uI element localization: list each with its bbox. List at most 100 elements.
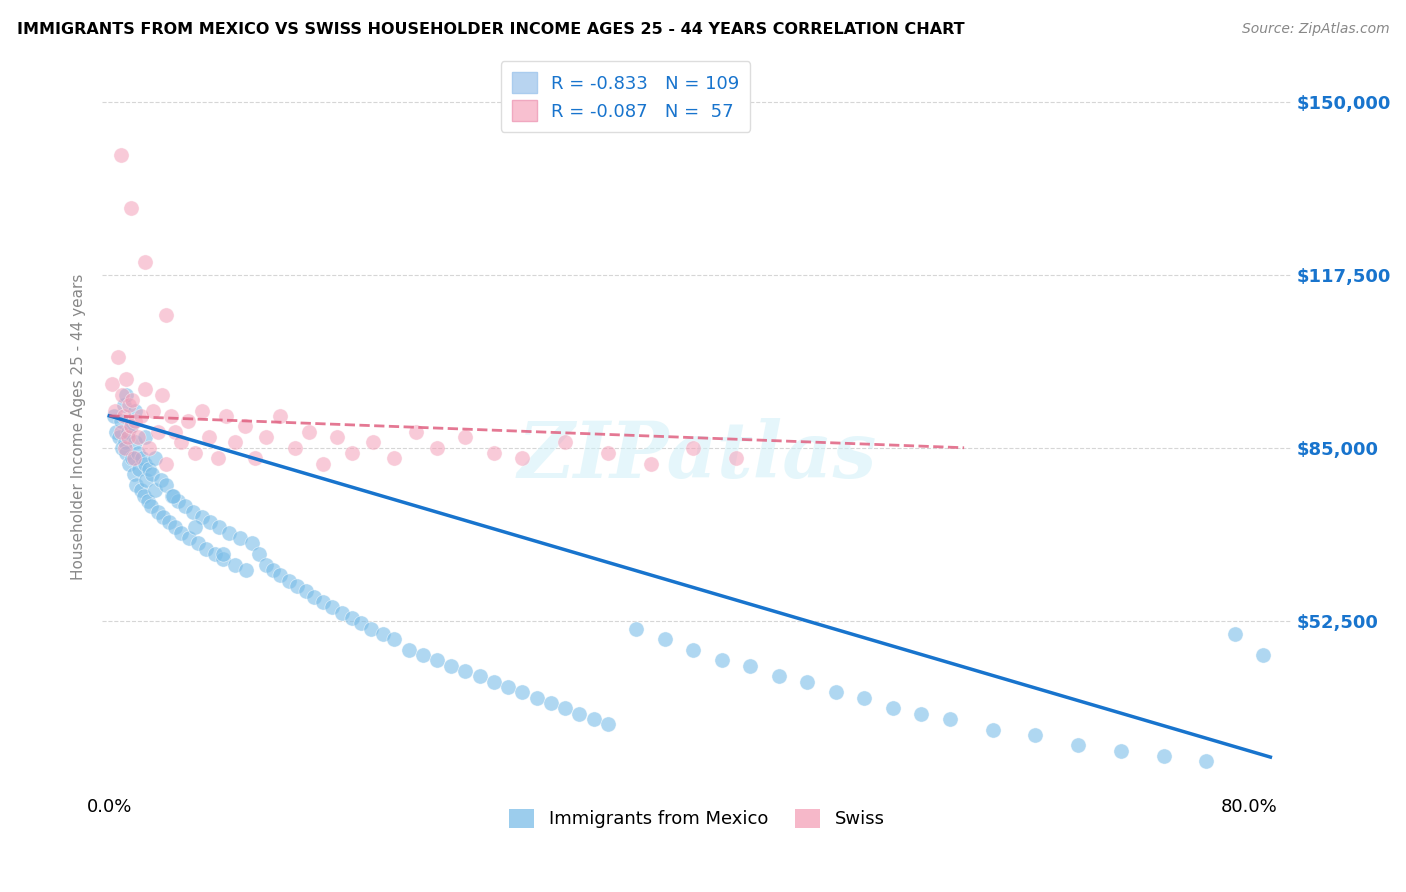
- Point: [124, 403, 146, 417]
- Point: [640, 457, 662, 471]
- Point: [162, 489, 184, 503]
- Point: [111, 441, 134, 455]
- Point: [207, 451, 229, 466]
- Point: [120, 419, 142, 434]
- Point: [254, 430, 277, 444]
- Point: [155, 478, 177, 492]
- Point: [1251, 648, 1274, 662]
- Point: [111, 387, 134, 401]
- Point: [981, 723, 1004, 737]
- Point: [118, 457, 141, 471]
- Point: [143, 483, 166, 498]
- Point: [198, 430, 221, 444]
- Point: [129, 409, 152, 423]
- Point: [195, 541, 218, 556]
- Point: [183, 504, 205, 518]
- Point: [155, 308, 177, 322]
- Point: [853, 690, 876, 705]
- Point: [468, 669, 491, 683]
- Point: [114, 441, 136, 455]
- Point: [740, 658, 762, 673]
- Point: [298, 425, 321, 439]
- Point: [312, 595, 335, 609]
- Point: [340, 446, 363, 460]
- Point: [120, 419, 142, 434]
- Point: [121, 392, 143, 407]
- Point: [124, 435, 146, 450]
- Point: [725, 451, 748, 466]
- Point: [262, 563, 284, 577]
- Point: [426, 653, 449, 667]
- Point: [134, 457, 156, 471]
- Point: [240, 536, 263, 550]
- Point: [208, 520, 231, 534]
- Point: [215, 409, 238, 423]
- Point: [454, 664, 477, 678]
- Point: [398, 642, 420, 657]
- Point: [1024, 728, 1046, 742]
- Point: [304, 590, 326, 604]
- Point: [910, 706, 932, 721]
- Point: [768, 669, 790, 683]
- Point: [121, 451, 143, 466]
- Point: [112, 409, 135, 423]
- Point: [512, 451, 534, 466]
- Point: [131, 451, 153, 466]
- Point: [243, 451, 266, 466]
- Point: [150, 387, 173, 401]
- Point: [596, 446, 619, 460]
- Point: [526, 690, 548, 705]
- Point: [141, 467, 163, 482]
- Point: [114, 435, 136, 450]
- Point: [229, 531, 252, 545]
- Point: [160, 489, 183, 503]
- Point: [512, 685, 534, 699]
- Point: [254, 558, 277, 572]
- Point: [212, 547, 235, 561]
- Point: [654, 632, 676, 647]
- Point: [191, 509, 214, 524]
- Point: [540, 696, 562, 710]
- Point: [107, 351, 129, 365]
- Text: Source: ZipAtlas.com: Source: ZipAtlas.com: [1241, 22, 1389, 37]
- Point: [330, 606, 353, 620]
- Point: [135, 473, 157, 487]
- Point: [152, 509, 174, 524]
- Point: [176, 414, 198, 428]
- Point: [191, 403, 214, 417]
- Point: [568, 706, 591, 721]
- Point: [405, 425, 427, 439]
- Point: [361, 435, 384, 450]
- Legend: Immigrants from Mexico, Swiss: Immigrants from Mexico, Swiss: [502, 802, 893, 836]
- Point: [125, 478, 148, 492]
- Point: [128, 462, 150, 476]
- Point: [115, 371, 138, 385]
- Point: [882, 701, 904, 715]
- Point: [120, 202, 142, 216]
- Point: [321, 600, 343, 615]
- Point: [312, 457, 335, 471]
- Point: [371, 627, 394, 641]
- Point: [224, 435, 246, 450]
- Point: [184, 520, 207, 534]
- Point: [496, 680, 519, 694]
- Y-axis label: Householder Income Ages 25 - 44 years: Householder Income Ages 25 - 44 years: [72, 273, 86, 580]
- Point: [163, 520, 186, 534]
- Point: [939, 712, 962, 726]
- Point: [340, 611, 363, 625]
- Point: [146, 425, 169, 439]
- Point: [218, 525, 240, 540]
- Point: [136, 494, 159, 508]
- Point: [110, 414, 132, 428]
- Point: [326, 430, 349, 444]
- Point: [247, 547, 270, 561]
- Point: [127, 446, 149, 460]
- Point: [122, 451, 145, 466]
- Point: [277, 574, 299, 588]
- Point: [142, 403, 165, 417]
- Point: [382, 451, 405, 466]
- Point: [350, 616, 373, 631]
- Point: [115, 387, 138, 401]
- Point: [269, 568, 291, 582]
- Point: [224, 558, 246, 572]
